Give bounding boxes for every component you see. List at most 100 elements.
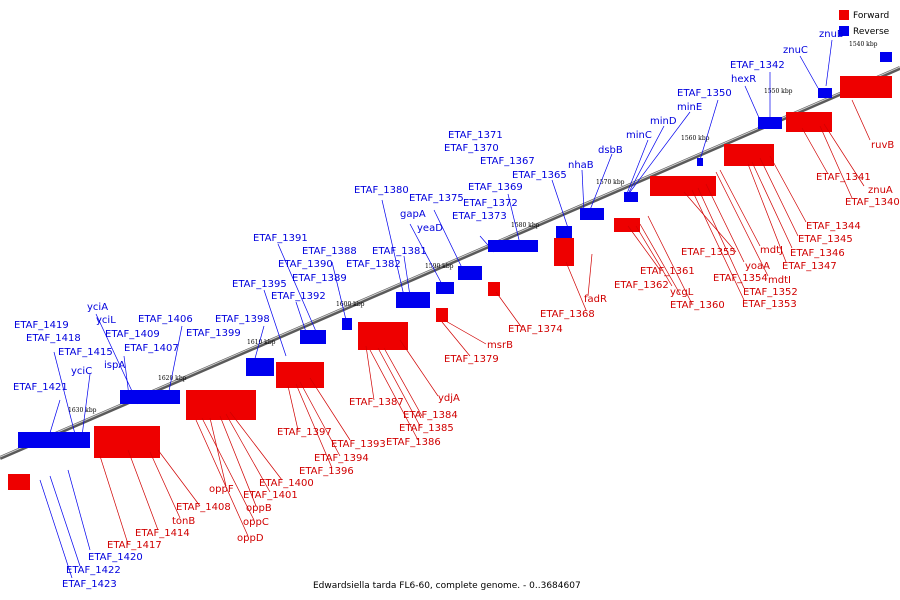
gene-label-ETAF_1382: ETAF_1382 <box>346 259 401 270</box>
scale-tick-1610: 1610 kbp <box>247 339 276 346</box>
gene-label-ETAF_1340: ETAF_1340 <box>845 197 900 208</box>
gene-label-ETAF_1384: ETAF_1384 <box>403 410 458 421</box>
gene-label-znuB: znuB <box>819 29 844 40</box>
gene-label-ETAF_1354: ETAF_1354 <box>713 273 768 284</box>
gene-label-ETAF_1423: ETAF_1423 <box>62 579 117 590</box>
gene-label-minE: minE <box>677 102 702 113</box>
gene-label-hexR: hexR <box>731 74 756 85</box>
gene-label-ydjA: ydjA <box>438 393 460 404</box>
gene-label-ETAF_1387: ETAF_1387 <box>349 397 404 408</box>
gene-label-msrB: msrB <box>487 340 513 351</box>
gene-label-ETAF_1388: ETAF_1388 <box>302 246 357 257</box>
gene-label-ispA: ispA <box>104 360 125 371</box>
scale-tick-1590: 1590 kbp <box>425 263 454 270</box>
gene-label-ETAF_1395: ETAF_1395 <box>232 279 287 290</box>
gene-label-oppF: oppF <box>209 484 234 495</box>
gene-label-ETAF_1341: ETAF_1341 <box>816 172 871 183</box>
legend: Forward Reverse <box>839 10 890 37</box>
gene-label-ETAF_1392: ETAF_1392 <box>271 291 326 302</box>
gene-label-oppD: oppD <box>237 533 264 544</box>
scale-tick-1600: 1600 kbp <box>336 301 365 308</box>
gene-label-yoaA: yoaA <box>745 261 770 272</box>
legend-forward-label: Forward <box>853 11 889 21</box>
gene-label-ETAF_1355: ETAF_1355 <box>681 247 736 258</box>
scale-tick-1570: 1570 kbp <box>596 179 625 186</box>
gene-label-yciA: yciA <box>87 302 108 313</box>
gene-label-ETAF_1394: ETAF_1394 <box>314 453 369 464</box>
gene-label-ETAF_1375: ETAF_1375 <box>409 193 464 204</box>
gene-label-nhaB: nhaB <box>568 160 594 171</box>
gene-label-ETAF_1380: ETAF_1380 <box>354 185 409 196</box>
gene-label-ETAF_1414: ETAF_1414 <box>135 528 190 539</box>
gene-label-znuA: znuA <box>868 185 893 196</box>
gene-label-ETAF_1420: ETAF_1420 <box>88 552 143 563</box>
gene-label-ETAF_1391: ETAF_1391 <box>253 233 308 244</box>
scale-ticks: 1540 kbp 1550 kbp 1560 kbp 1570 kbp 1580… <box>68 41 878 414</box>
scale-tick-1620: 1620 kbp <box>158 375 187 382</box>
gene-label-ETAF_1372: ETAF_1372 <box>463 198 518 209</box>
gene-label-yciC: yciC <box>71 366 92 377</box>
forward-gene-labels: ruvB ETAF_1341 znuA ETAF_1340 ETAF_1344 … <box>107 140 900 551</box>
gene-label-ETAF_1399: ETAF_1399 <box>186 328 241 339</box>
gene-label-mdtI: mdtI <box>768 275 791 286</box>
reverse-leader-lines <box>39 39 833 579</box>
gene-label-ETAF_1352: ETAF_1352 <box>743 287 798 298</box>
gene-label-ETAF_1342: ETAF_1342 <box>730 60 785 71</box>
gene-label-ETAF_1408: ETAF_1408 <box>176 502 231 513</box>
gene-label-ETAF_1397: ETAF_1397 <box>277 427 332 438</box>
gene-label-ETAF_1350: ETAF_1350 <box>677 88 732 99</box>
gene-label-ETAF_1390: ETAF_1390 <box>278 259 333 270</box>
gene-label-ETAF_1398: ETAF_1398 <box>215 314 270 325</box>
gene-label-ETAF_1345: ETAF_1345 <box>798 234 853 245</box>
gene-label-yeaD: yeaD <box>417 223 443 234</box>
gene-label-znuC: znuC <box>783 45 808 56</box>
gene-label-gapA: gapA <box>400 209 426 220</box>
gene-label-ETAF_1360: ETAF_1360 <box>670 300 725 311</box>
gene-label-minD: minD <box>650 116 677 127</box>
gene-label-oppC: oppC <box>243 517 269 528</box>
scale-tick-1560: 1560 kbp <box>681 135 710 142</box>
scale-tick-1550: 1550 kbp <box>764 88 793 95</box>
legend-reverse-label: Reverse <box>853 27 890 37</box>
legend-reverse-swatch <box>839 26 849 36</box>
reverse-gene-blocks <box>18 52 892 448</box>
gene-label-ETAF_1385: ETAF_1385 <box>399 423 454 434</box>
gene-label-ETAF_1369: ETAF_1369 <box>468 182 523 193</box>
scale-tick-1630: 1630 kbp <box>68 407 97 414</box>
gene-label-ETAF_1406: ETAF_1406 <box>138 314 193 325</box>
gene-label-ETAF_1407: ETAF_1407 <box>124 343 179 354</box>
gene-label-dsbB: dsbB <box>598 145 623 156</box>
scale-tick-1580: 1580 kbp <box>511 222 540 229</box>
gene-label-ETAF_1370: ETAF_1370 <box>444 143 499 154</box>
gene-label-ETAF_1401: ETAF_1401 <box>243 490 298 501</box>
gene-label-ETAF_1367: ETAF_1367 <box>480 156 535 167</box>
gene-label-ETAF_1347: ETAF_1347 <box>782 261 837 272</box>
reverse-gene-labels: znuB znuC ETAF_1342 hexR ETAF_1350 minE … <box>13 29 844 590</box>
gene-label-tonB: tonB <box>172 516 195 527</box>
gene-label-ETAF_1346: ETAF_1346 <box>790 248 845 259</box>
gene-label-fadR: fadR <box>584 294 607 305</box>
gene-label-ETAF_1379: ETAF_1379 <box>444 354 499 365</box>
gene-label-ETAF_1361: ETAF_1361 <box>640 266 695 277</box>
gene-label-ETAF_1386: ETAF_1386 <box>386 437 441 448</box>
gene-label-ETAF_1368: ETAF_1368 <box>540 309 595 320</box>
gene-label-ETAF_1344: ETAF_1344 <box>806 221 861 232</box>
scale-tick-1540: 1540 kbp <box>849 41 878 48</box>
gene-label-ETAF_1371: ETAF_1371 <box>448 130 503 141</box>
gene-label-mdtJ: mdtJ <box>760 245 783 256</box>
gene-label-yciL: yciL <box>96 315 116 326</box>
gene-label-ETAF_1421: ETAF_1421 <box>13 382 68 393</box>
gene-label-ETAF_1365: ETAF_1365 <box>512 170 567 181</box>
gene-label-ETAF_1400: ETAF_1400 <box>259 478 314 489</box>
gene-label-ETAF_1418: ETAF_1418 <box>26 333 81 344</box>
gene-label-ETAF_1393: ETAF_1393 <box>331 439 386 450</box>
gene-label-ETAF_1417: ETAF_1417 <box>107 540 162 551</box>
gene-label-ETAF_1422: ETAF_1422 <box>66 565 121 576</box>
gene-label-ETAF_1373: ETAF_1373 <box>452 211 507 222</box>
gene-label-ycgL: ycgL <box>670 287 694 298</box>
gene-label-ETAF_1353: ETAF_1353 <box>742 299 797 310</box>
forward-leader-lines <box>99 99 871 545</box>
gene-label-ETAF_1381: ETAF_1381 <box>372 246 427 257</box>
gene-label-oppB: oppB <box>246 503 272 514</box>
